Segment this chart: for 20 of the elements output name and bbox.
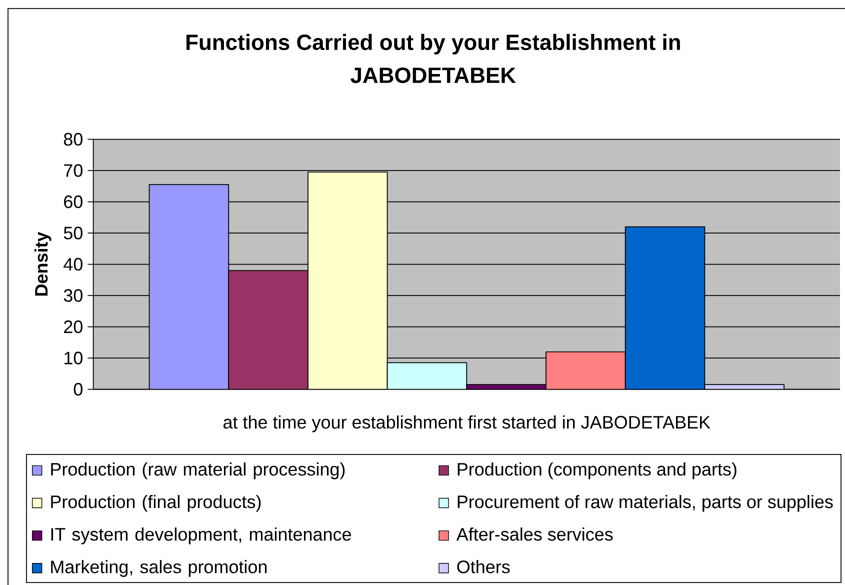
legend-label: IT system development, maintenance	[51, 528, 351, 544]
y-tick-label: 60	[64, 195, 82, 208]
legend-label: Production (components and parts)	[458, 462, 736, 480]
y-tick-label: 20	[64, 320, 82, 334]
y-tick-label: 30	[64, 289, 82, 302]
y-tick-label: 70	[64, 164, 82, 177]
x-tick-label: at the time your establishment first started in JABODETABEK	[224, 415, 710, 432]
legend-label: Marketing, sales promotion	[51, 560, 267, 577]
legend-label: After-sales services	[456, 528, 613, 541]
legend-label: Production (final products)	[51, 494, 261, 512]
y-tick-label: 40	[64, 258, 82, 271]
y-tick-label: 50	[64, 226, 82, 240]
legend-label: Others	[457, 560, 510, 574]
chart-title: Functions Carried out by your Establishment in JABODETABEK	[186, 34, 680, 84]
y-tick-label: 80	[64, 132, 82, 146]
legend-label: Procurement of raw materials, parts or supplies	[458, 494, 833, 512]
y-axis-title: Density	[34, 232, 52, 296]
legend-label: Production (raw material processing)	[51, 462, 345, 480]
y-tick-label: 0	[74, 382, 82, 396]
y-tick-label: 10	[64, 352, 82, 364]
